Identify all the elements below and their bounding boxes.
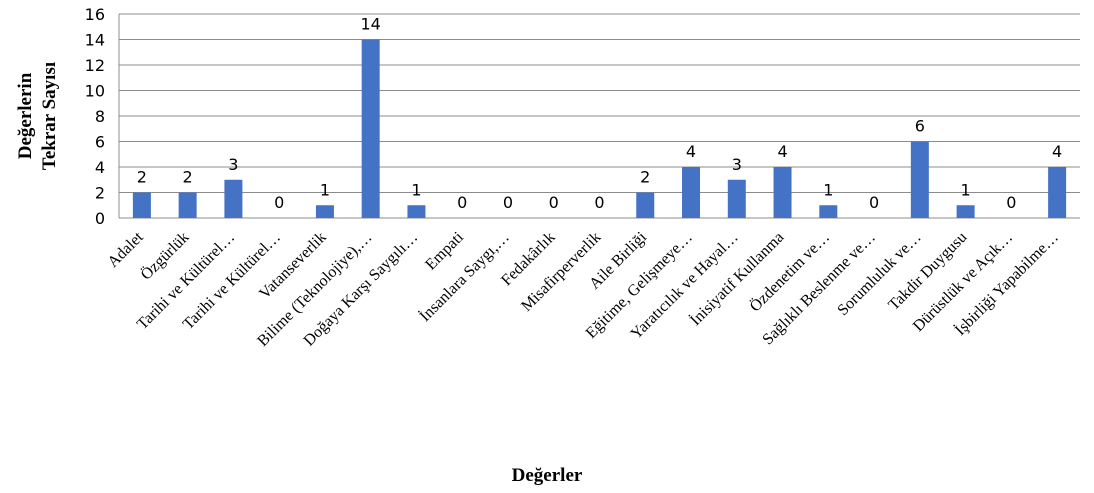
category-label: Takdir Duygusu <box>885 229 970 314</box>
data-label: 4 <box>686 142 696 161</box>
category-label: Özdenetim ve… <box>746 228 833 315</box>
data-label: 0 <box>869 193 879 212</box>
data-label: 1 <box>823 180 833 199</box>
data-label: 0 <box>594 193 604 212</box>
data-label: 0 <box>1006 193 1016 212</box>
bar <box>773 167 792 218</box>
y-tick-label: 0 <box>95 209 105 228</box>
y-axis-ticks: 0 2 4 6 8 10 12 14 16 <box>85 5 105 228</box>
data-label: 0 <box>274 193 284 212</box>
bar <box>407 205 426 218</box>
y-tick-label: 6 <box>95 133 105 152</box>
data-label: 0 <box>457 193 467 212</box>
y-tick-label: 12 <box>85 56 105 75</box>
data-label: 2 <box>137 168 147 187</box>
y-tick-label: 4 <box>95 158 105 177</box>
data-label: 6 <box>915 117 925 136</box>
data-labels: 2 2 3 0 1 14 1 0 0 0 0 2 4 3 4 1 0 6 1 0 4 <box>137 15 1062 213</box>
bar <box>315 205 334 218</box>
data-label: 1 <box>411 180 421 199</box>
data-label: 2 <box>640 168 650 187</box>
y-tick-label: 8 <box>95 107 105 126</box>
data-label: 4 <box>1052 142 1062 161</box>
category-label: Empati <box>422 228 467 273</box>
bar <box>682 167 701 218</box>
y-tick-label: 10 <box>85 82 105 101</box>
data-label: 3 <box>732 155 742 174</box>
data-label: 0 <box>549 193 559 212</box>
x-axis-title: Değerler <box>512 465 583 486</box>
y-axis-title-line-2: Tekrar Sayısı <box>39 62 60 170</box>
bar <box>910 141 929 218</box>
bar <box>361 39 380 218</box>
y-axis-title-line-1: Değerlerin <box>15 72 36 159</box>
data-label: 4 <box>777 142 787 161</box>
bar <box>956 205 975 218</box>
data-label: 1 <box>961 180 971 199</box>
category-label: Misafirperverlik <box>518 229 604 315</box>
category-label: Adalet <box>105 228 148 271</box>
bar <box>178 192 197 218</box>
gridlines <box>118 13 1080 219</box>
category-label: Sorumluluk ve… <box>834 229 924 319</box>
bars <box>132 39 1067 218</box>
bar <box>819 205 838 218</box>
data-label: 3 <box>228 155 238 174</box>
bar <box>727 179 746 218</box>
y-tick-label: 14 <box>85 31 105 50</box>
bar <box>636 192 655 218</box>
y-tick-label: 16 <box>85 5 105 24</box>
bar <box>132 192 151 218</box>
data-label: 14 <box>361 15 381 34</box>
bar <box>224 179 243 218</box>
data-label: 2 <box>183 168 193 187</box>
data-label: 0 <box>503 193 513 212</box>
y-tick-label: 2 <box>95 184 105 203</box>
bar <box>1048 167 1067 218</box>
data-label: 1 <box>320 180 330 199</box>
